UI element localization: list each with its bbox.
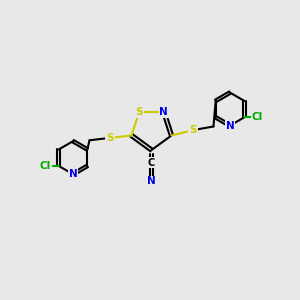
Text: N: N <box>226 121 234 130</box>
Text: Cl: Cl <box>251 112 263 122</box>
Text: S: S <box>189 125 197 135</box>
Text: N: N <box>69 169 77 179</box>
Text: S: S <box>106 133 114 143</box>
Text: C: C <box>148 158 155 168</box>
Text: N: N <box>160 107 168 117</box>
Text: S: S <box>135 107 143 117</box>
Text: N: N <box>147 176 156 187</box>
Text: Cl: Cl <box>40 161 51 171</box>
